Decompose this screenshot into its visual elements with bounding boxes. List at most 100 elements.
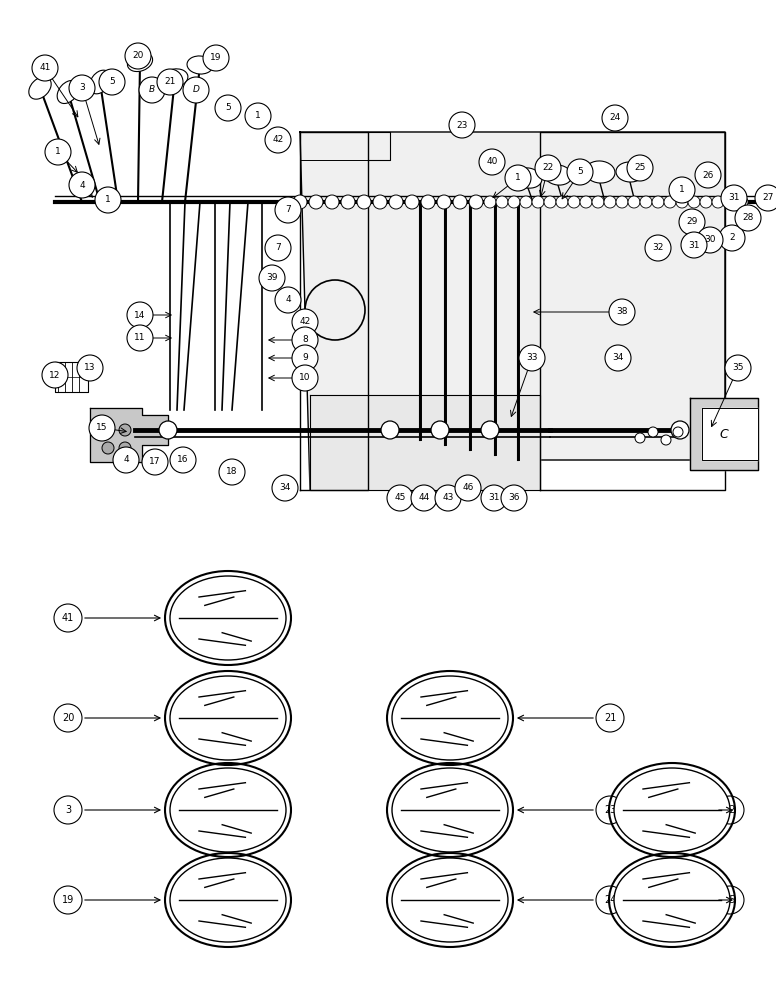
Circle shape [95,187,121,213]
Ellipse shape [89,70,110,94]
Ellipse shape [585,161,615,183]
Circle shape [219,459,245,485]
Circle shape [159,421,177,439]
Circle shape [645,235,671,261]
Circle shape [681,232,707,258]
Text: 16: 16 [177,456,189,464]
Ellipse shape [170,576,286,660]
Circle shape [695,162,721,188]
Polygon shape [90,408,168,462]
Circle shape [381,421,399,439]
Circle shape [700,196,712,208]
Circle shape [716,886,744,914]
Circle shape [688,196,700,208]
Circle shape [421,195,435,209]
Circle shape [77,355,103,381]
Circle shape [501,485,527,511]
Circle shape [357,195,371,209]
Circle shape [724,196,736,208]
Circle shape [596,796,624,824]
Circle shape [127,302,153,328]
Circle shape [245,103,271,129]
Circle shape [119,424,131,436]
Ellipse shape [162,69,188,87]
Ellipse shape [392,858,508,942]
Circle shape [519,345,545,371]
Text: 31: 31 [488,493,500,502]
Circle shape [496,196,508,208]
Circle shape [481,421,499,439]
Circle shape [170,447,196,473]
Circle shape [54,604,82,632]
Circle shape [736,196,748,208]
Circle shape [405,195,419,209]
Circle shape [669,177,695,203]
Text: 22: 22 [542,163,553,172]
Text: 40: 40 [487,157,497,166]
Ellipse shape [544,165,572,185]
Circle shape [183,77,209,103]
Circle shape [508,196,520,208]
Circle shape [712,196,724,208]
Text: 32: 32 [653,243,663,252]
Circle shape [455,475,481,501]
Circle shape [616,196,628,208]
Circle shape [661,435,671,445]
Circle shape [673,427,683,437]
Text: 14: 14 [134,310,146,320]
Polygon shape [702,408,758,460]
Circle shape [32,55,58,81]
Circle shape [556,196,568,208]
Text: 10: 10 [300,373,310,382]
Text: 33: 33 [526,354,538,362]
Text: 34: 34 [279,484,291,492]
Text: 34: 34 [612,354,624,362]
Circle shape [45,139,71,165]
Ellipse shape [170,858,286,942]
Text: 5: 5 [109,78,115,87]
Circle shape [69,172,95,198]
Text: C: C [719,428,729,440]
Circle shape [139,77,165,103]
Circle shape [719,225,745,251]
Circle shape [292,309,318,335]
Text: 21: 21 [165,78,175,87]
Text: 42: 42 [300,318,310,326]
Ellipse shape [514,168,542,188]
Circle shape [627,155,653,181]
Circle shape [679,209,705,235]
Ellipse shape [127,52,153,72]
Circle shape [272,475,298,501]
Circle shape [596,704,624,732]
Circle shape [259,265,285,291]
Text: 20: 20 [133,51,144,60]
Text: 22: 22 [724,805,736,815]
Circle shape [69,75,95,101]
Text: 19: 19 [210,53,222,62]
Circle shape [292,345,318,371]
Circle shape [89,415,115,441]
Circle shape [431,421,449,439]
Circle shape [505,165,531,191]
Circle shape [676,196,688,208]
Circle shape [484,196,496,208]
Circle shape [605,345,631,371]
Text: 24: 24 [609,113,621,122]
Ellipse shape [614,768,730,852]
Circle shape [721,185,747,211]
Circle shape [265,235,291,261]
Circle shape [604,196,616,208]
Text: 4: 4 [123,456,129,464]
Text: 12: 12 [50,370,61,379]
Circle shape [54,886,82,914]
Circle shape [142,449,168,475]
Text: 5: 5 [225,104,231,112]
Circle shape [437,195,451,209]
Text: 13: 13 [85,363,95,372]
Text: 20: 20 [62,713,74,723]
Text: 31: 31 [688,240,700,249]
Circle shape [592,196,604,208]
Text: 42: 42 [272,135,283,144]
Text: 46: 46 [462,484,473,492]
Circle shape [469,195,483,209]
